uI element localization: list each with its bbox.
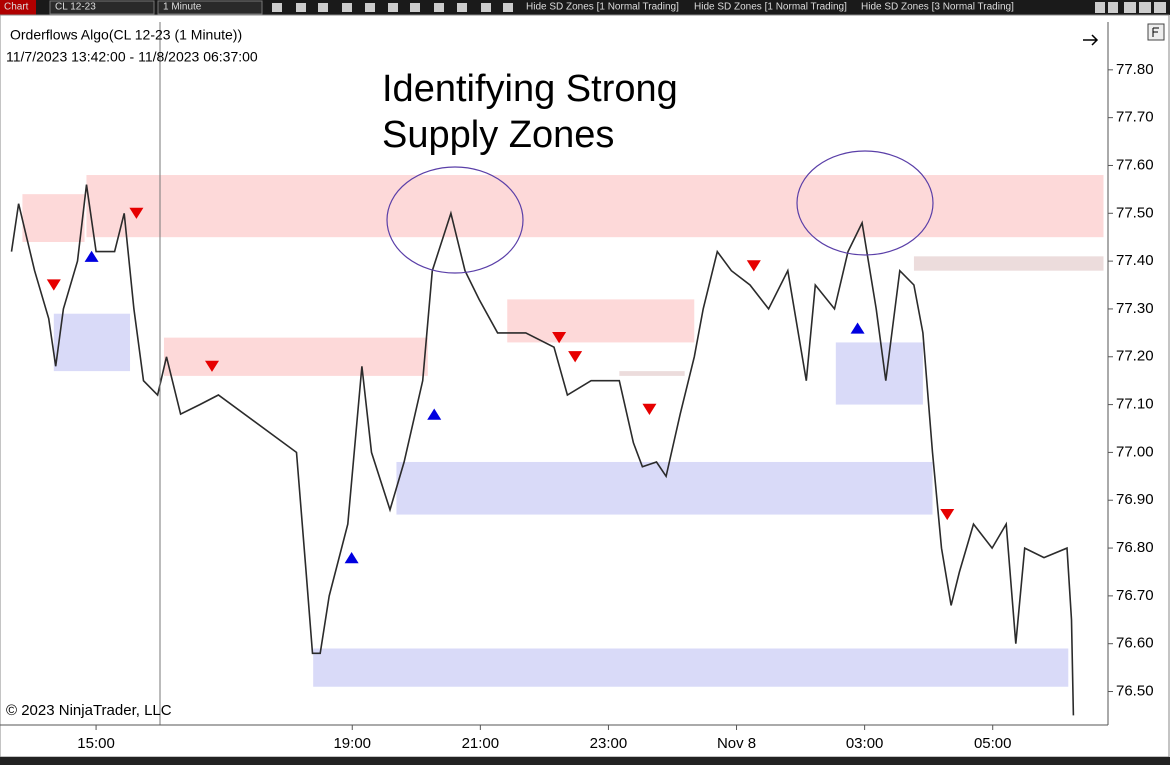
toolbar — [0, 0, 1170, 15]
chart-subtitle: 11/7/2023 13:42:00 - 11/8/2023 06:37:00 — [6, 49, 258, 65]
signal-marker — [940, 508, 955, 521]
y-tick-label: 77.70 — [1116, 109, 1154, 126]
signal-marker — [746, 260, 761, 272]
chart-panel — [0, 14, 1170, 758]
toolbar-icons — [272, 3, 513, 12]
y-tick-label: 77.00 — [1116, 443, 1154, 460]
x-tick-label: 15:00 — [77, 735, 115, 752]
x-tick-label: 03:00 — [846, 735, 884, 752]
toolbar-button[interactable]: Hide SD Zones [1 Normal Trading] — [694, 2, 847, 13]
y-tick-label: 77.20 — [1116, 348, 1154, 365]
y-tick-label: 76.60 — [1116, 635, 1154, 652]
y-tick-label: 77.10 — [1116, 396, 1154, 413]
zone — [619, 371, 685, 376]
y-tick-label: 77.60 — [1116, 156, 1154, 173]
zone — [86, 175, 1104, 238]
y-tick-label: 76.50 — [1116, 682, 1154, 699]
toolbar-button[interactable]: Hide SD Zones [1 Normal Trading] — [526, 2, 679, 13]
signal-marker — [344, 552, 359, 564]
zone — [913, 256, 1104, 271]
toolbar-button[interactable]: Hide SD Zones [3 Normal Trading] — [861, 2, 1014, 13]
x-tick-label: Nov 8 — [717, 735, 756, 752]
chart-title: Orderflows Algo(CL 12-23 (1 Minute)) — [10, 27, 242, 43]
y-tick-label: 77.50 — [1116, 204, 1154, 221]
scrollbar[interactable] — [0, 757, 1170, 765]
zone — [507, 299, 695, 343]
x-tick-label: 05:00 — [974, 735, 1012, 752]
f-icon — [1152, 27, 1159, 37]
x-tick-label: 21:00 — [462, 735, 500, 752]
zone — [53, 313, 131, 372]
y-tick-label: 77.40 — [1116, 252, 1154, 269]
y-tick-label: 77.80 — [1116, 61, 1154, 78]
instrument-select[interactable] — [49, 0, 155, 15]
chart-tab-label: Chart — [4, 2, 29, 13]
y-tick-label: 76.90 — [1116, 491, 1154, 508]
interval-select[interactable] — [157, 0, 263, 15]
x-tick-label: 23:00 — [590, 735, 628, 752]
copyright: © 2023 NinjaTrader, LLC — [6, 702, 172, 719]
signal-marker — [642, 403, 657, 415]
signal-marker — [129, 207, 144, 219]
signal-marker — [568, 351, 583, 363]
x-tick-label: 19:00 — [333, 735, 371, 752]
y-tick-label: 76.70 — [1116, 587, 1154, 604]
signal-marker — [850, 322, 865, 334]
signal-marker — [552, 332, 567, 344]
scroll-arrow[interactable] — [1083, 34, 1099, 46]
zone — [835, 342, 923, 405]
window-controls[interactable] — [1095, 2, 1166, 13]
annotation: Supply Zones — [382, 114, 614, 156]
chart-tab[interactable] — [0, 0, 36, 15]
y-tick-label: 76.80 — [1116, 539, 1154, 556]
y-tick-label: 77.30 — [1116, 300, 1154, 317]
plot-area — [10, 175, 1104, 716]
zone — [396, 461, 933, 515]
signal-marker — [84, 250, 99, 262]
signal-marker — [427, 408, 442, 420]
interval-label: 1 Minute — [163, 2, 202, 13]
highlight-ellipse — [796, 150, 934, 256]
signal-marker — [204, 360, 219, 372]
signal-marker — [46, 279, 61, 291]
price-line — [10, 184, 1075, 716]
zone — [22, 194, 85, 242]
annotation: Identifying Strong — [382, 68, 678, 110]
zone — [163, 337, 428, 376]
instrument-label: CL 12-23 — [55, 2, 96, 13]
zone — [313, 648, 1069, 687]
highlight-ellipse — [386, 166, 524, 274]
